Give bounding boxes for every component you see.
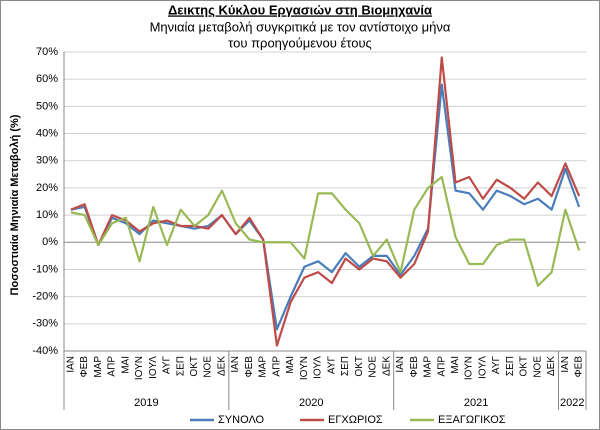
- legend-label: ΣΥΝΟΛΟ: [218, 414, 265, 426]
- y-tick-label: -30%: [32, 318, 58, 330]
- x-tick-label: ΔΕΚ: [216, 356, 227, 376]
- x-tick-label: ΣΕΠ: [505, 356, 516, 376]
- x-tick-label: ΜΑΙ: [285, 356, 296, 374]
- x-tick-label: ΑΠΡ: [271, 356, 282, 377]
- x-tick-label: ΝΟΕ: [532, 356, 543, 378]
- y-tick-label: 40%: [36, 127, 58, 139]
- y-tick-label: 70%: [36, 46, 58, 58]
- x-tick-label: ΣΕΠ: [340, 356, 351, 376]
- x-tick-label: ΟΚΤ: [519, 356, 530, 377]
- series-line: [70, 83, 581, 331]
- y-tick-label: 10%: [36, 209, 58, 221]
- year-label: 2021: [464, 397, 488, 409]
- y-tick-label: 60%: [36, 73, 58, 85]
- y-tick-label: 20%: [36, 182, 58, 194]
- legend-label: ΕΞΑΓΩΓΙΚΟΣ: [438, 414, 506, 426]
- x-tick-label: ΙΟΥΝ: [134, 356, 145, 380]
- x-tick-label: ΝΟΕ: [368, 356, 379, 378]
- x-tick-label: ΑΠΡ: [436, 356, 447, 377]
- x-tick-label: ΙΟΥΛ: [148, 356, 159, 379]
- legend-label: ΕΓΧΩΡΙΟΣ: [328, 414, 383, 426]
- x-tick-label: ΦΕΒ: [574, 356, 585, 378]
- y-tick-label: -10%: [32, 263, 58, 275]
- chart-subtitle: Μηνιαία μεταβολή συγκριτικά με τον αντίσ…: [150, 19, 451, 34]
- x-tick-label: ΔΕΚ: [546, 356, 557, 376]
- y-tick-label: 50%: [36, 100, 58, 112]
- y-tick-label: 30%: [36, 155, 58, 167]
- y-tick-label: -40%: [32, 345, 58, 357]
- x-tick-label: ΜΑΙ: [450, 356, 461, 374]
- year-label: 2019: [134, 397, 158, 409]
- y-tick-label: -20%: [32, 291, 58, 303]
- x-tick-label: ΙΑΝ: [395, 356, 406, 373]
- x-tick-label: ΦΕΒ: [409, 356, 420, 378]
- x-tick-label: ΙΟΥΛ: [313, 356, 324, 379]
- x-tick-label: ΙΑΝ: [65, 356, 76, 373]
- y-tick-label: 0%: [42, 236, 58, 248]
- series-line: [70, 56, 581, 347]
- x-tick-label: ΙΟΥΝ: [464, 356, 475, 380]
- x-tick-label: ΑΥΓ: [162, 356, 173, 375]
- x-tick-label: ΑΥΓ: [491, 356, 502, 375]
- x-tick-label: ΝΟΕ: [203, 356, 214, 378]
- x-tick-label: ΜΑΡ: [258, 356, 269, 378]
- x-tick-label: ΜΑΙ: [120, 356, 131, 374]
- x-tick-label: ΙΑΝ: [230, 356, 241, 373]
- x-tick-label: ΙΟΥΝ: [299, 356, 310, 380]
- year-label: 2020: [299, 397, 323, 409]
- x-tick-label: ΜΑΡ: [93, 356, 104, 378]
- x-tick-label: ΦΕΒ: [244, 356, 255, 378]
- chart-title: Δεικτης Κύκλου Εργασιών στη Βιομηχανία: [168, 2, 432, 17]
- year-label: 2022: [560, 397, 584, 409]
- x-tick-label: ΟΚΤ: [354, 356, 365, 377]
- x-tick-label: ΦΕΒ: [79, 356, 90, 378]
- x-tick-label: ΙΟΥΛ: [477, 356, 488, 379]
- x-tick-label: ΔΕΚ: [381, 356, 392, 376]
- y-axis-label: Ποσοστιαία Μηνιαία Μεταβολή (%): [9, 114, 21, 295]
- x-tick-label: ΣΕΠ: [175, 356, 186, 376]
- x-tick-label: ΑΠΡ: [107, 356, 118, 377]
- x-tick-label: ΙΑΝ: [560, 356, 571, 373]
- x-tick-label: ΜΑΡ: [423, 356, 434, 378]
- series-line: [70, 175, 581, 287]
- x-tick-label: ΟΚΤ: [189, 356, 200, 377]
- x-tick-label: ΑΥΓ: [326, 356, 337, 375]
- chart-subtitle: του προηγούμενου έτους: [228, 35, 372, 50]
